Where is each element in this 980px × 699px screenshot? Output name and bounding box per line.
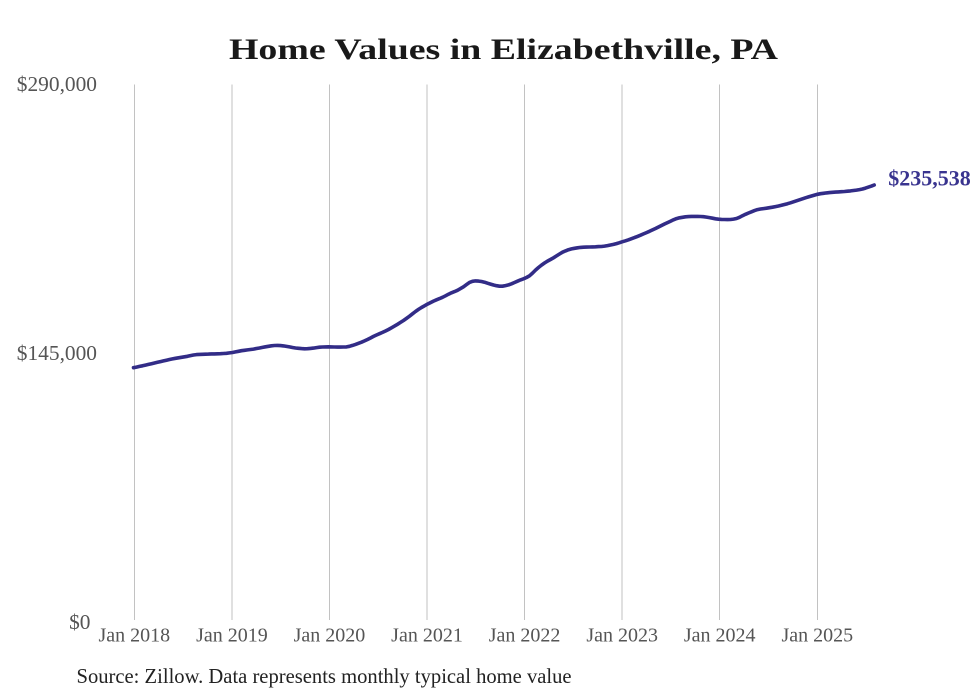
svg-text:$145,000: $145,000 [17,341,97,365]
svg-text:Jan 2021: Jan 2021 [391,625,463,647]
svg-text:Home Values in Elizabethville,: Home Values in Elizabethville, PA [229,33,778,66]
svg-text:Jan 2020: Jan 2020 [294,625,366,647]
svg-text:$235,538: $235,538 [888,166,971,191]
svg-text:Jan 2023: Jan 2023 [586,625,658,647]
svg-text:Jan 2018: Jan 2018 [98,625,170,647]
svg-text:Jan 2022: Jan 2022 [489,625,561,647]
svg-text:Source: Zillow. Data represent: Source: Zillow. Data represents monthly … [77,666,572,688]
svg-text:Jan 2024: Jan 2024 [684,625,756,647]
svg-text:Jan 2019: Jan 2019 [196,625,268,647]
svg-text:Jan 2025: Jan 2025 [781,625,853,647]
svg-text:$0: $0 [69,610,90,634]
svg-text:$290,000: $290,000 [17,72,97,96]
